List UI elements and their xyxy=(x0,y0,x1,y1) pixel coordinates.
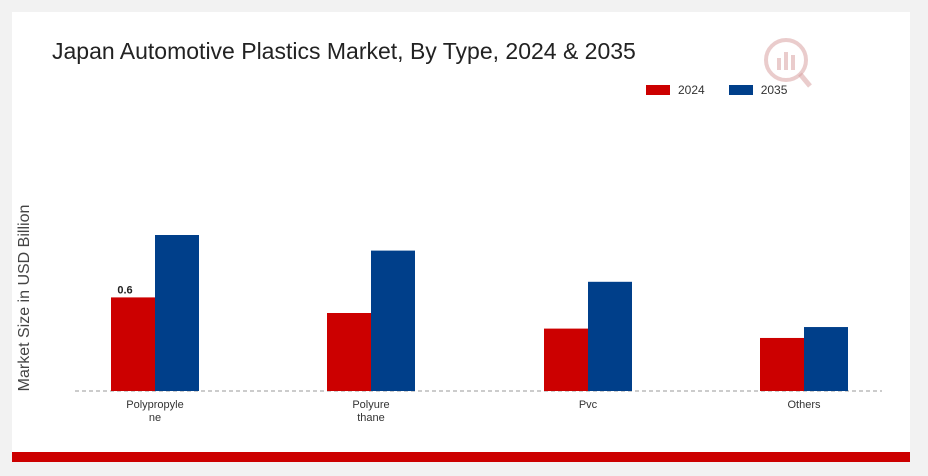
bottom-bar xyxy=(12,452,910,462)
x-tick-label-0-1: ne xyxy=(149,412,161,424)
legend-label-2024: 2024 xyxy=(678,83,705,97)
bar-2035-3 xyxy=(804,327,848,391)
bar-2035-2 xyxy=(588,281,632,391)
x-tick-label-1-1: thane xyxy=(357,412,385,424)
y-axis-label: Market Size in USD Billion xyxy=(16,205,33,392)
data-label-0: 0.6 xyxy=(117,284,132,296)
x-tick-label-0-0: Polypropyle xyxy=(126,399,183,411)
bar-2024-3 xyxy=(760,337,804,391)
legend-label-2035: 2035 xyxy=(760,83,788,97)
mrfr-logo-icon xyxy=(764,38,812,88)
chart-title: Japan Automotive Plastics Market, By Typ… xyxy=(52,38,636,64)
bar-2024-0 xyxy=(111,297,155,391)
x-tick-label-1-0: Polyure xyxy=(352,399,389,411)
bar-2035-1 xyxy=(371,250,415,391)
legend-item-2024: 2024 xyxy=(646,83,705,97)
bars-group xyxy=(111,235,848,391)
bar-2035-0 xyxy=(155,235,199,391)
legend-swatch-2024 xyxy=(646,85,670,95)
bar-2024-2 xyxy=(544,328,588,391)
bar-2024-1 xyxy=(327,313,371,391)
x-tick-label-3-0: Others xyxy=(787,399,821,411)
legend: 2024 2035 xyxy=(646,83,811,97)
x-tick-label-2-0: Pvc xyxy=(579,399,598,411)
legend-swatch-2035 xyxy=(728,85,753,95)
data-labels: 0.6 xyxy=(117,284,132,296)
legend-item-2035: 2035 xyxy=(728,83,788,97)
